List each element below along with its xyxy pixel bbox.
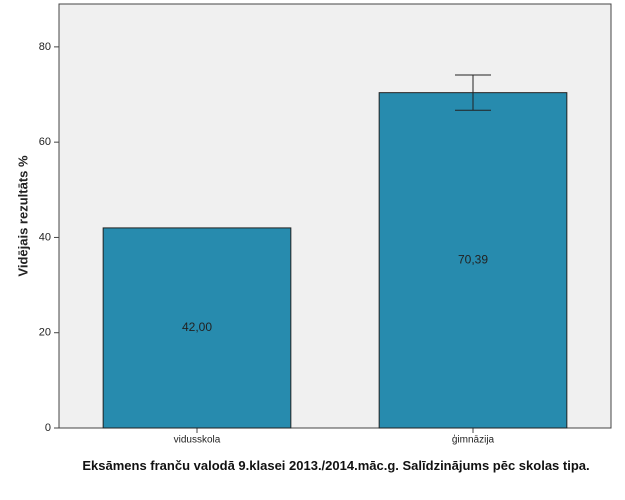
bar xyxy=(102,227,292,429)
x-tick-label: ģimnāzija xyxy=(452,433,495,446)
y-tick-label: 80 xyxy=(39,41,51,53)
x-tick-label: vidusskola xyxy=(174,435,221,446)
y-tick-label: 20 xyxy=(39,327,51,339)
y-tick-label: 40 xyxy=(39,231,51,243)
chart-title: Eksāmens franču valodā 9.klasei 2013./20… xyxy=(82,458,590,473)
bar xyxy=(378,92,568,429)
y-tick-label: 60 xyxy=(39,136,51,148)
y-axis-label: Vidējais rezultāts % xyxy=(15,155,30,277)
value-label: 42,00 xyxy=(182,320,212,334)
value-label: 70,39 xyxy=(458,253,488,267)
y-tick-label: 0 xyxy=(45,422,51,434)
